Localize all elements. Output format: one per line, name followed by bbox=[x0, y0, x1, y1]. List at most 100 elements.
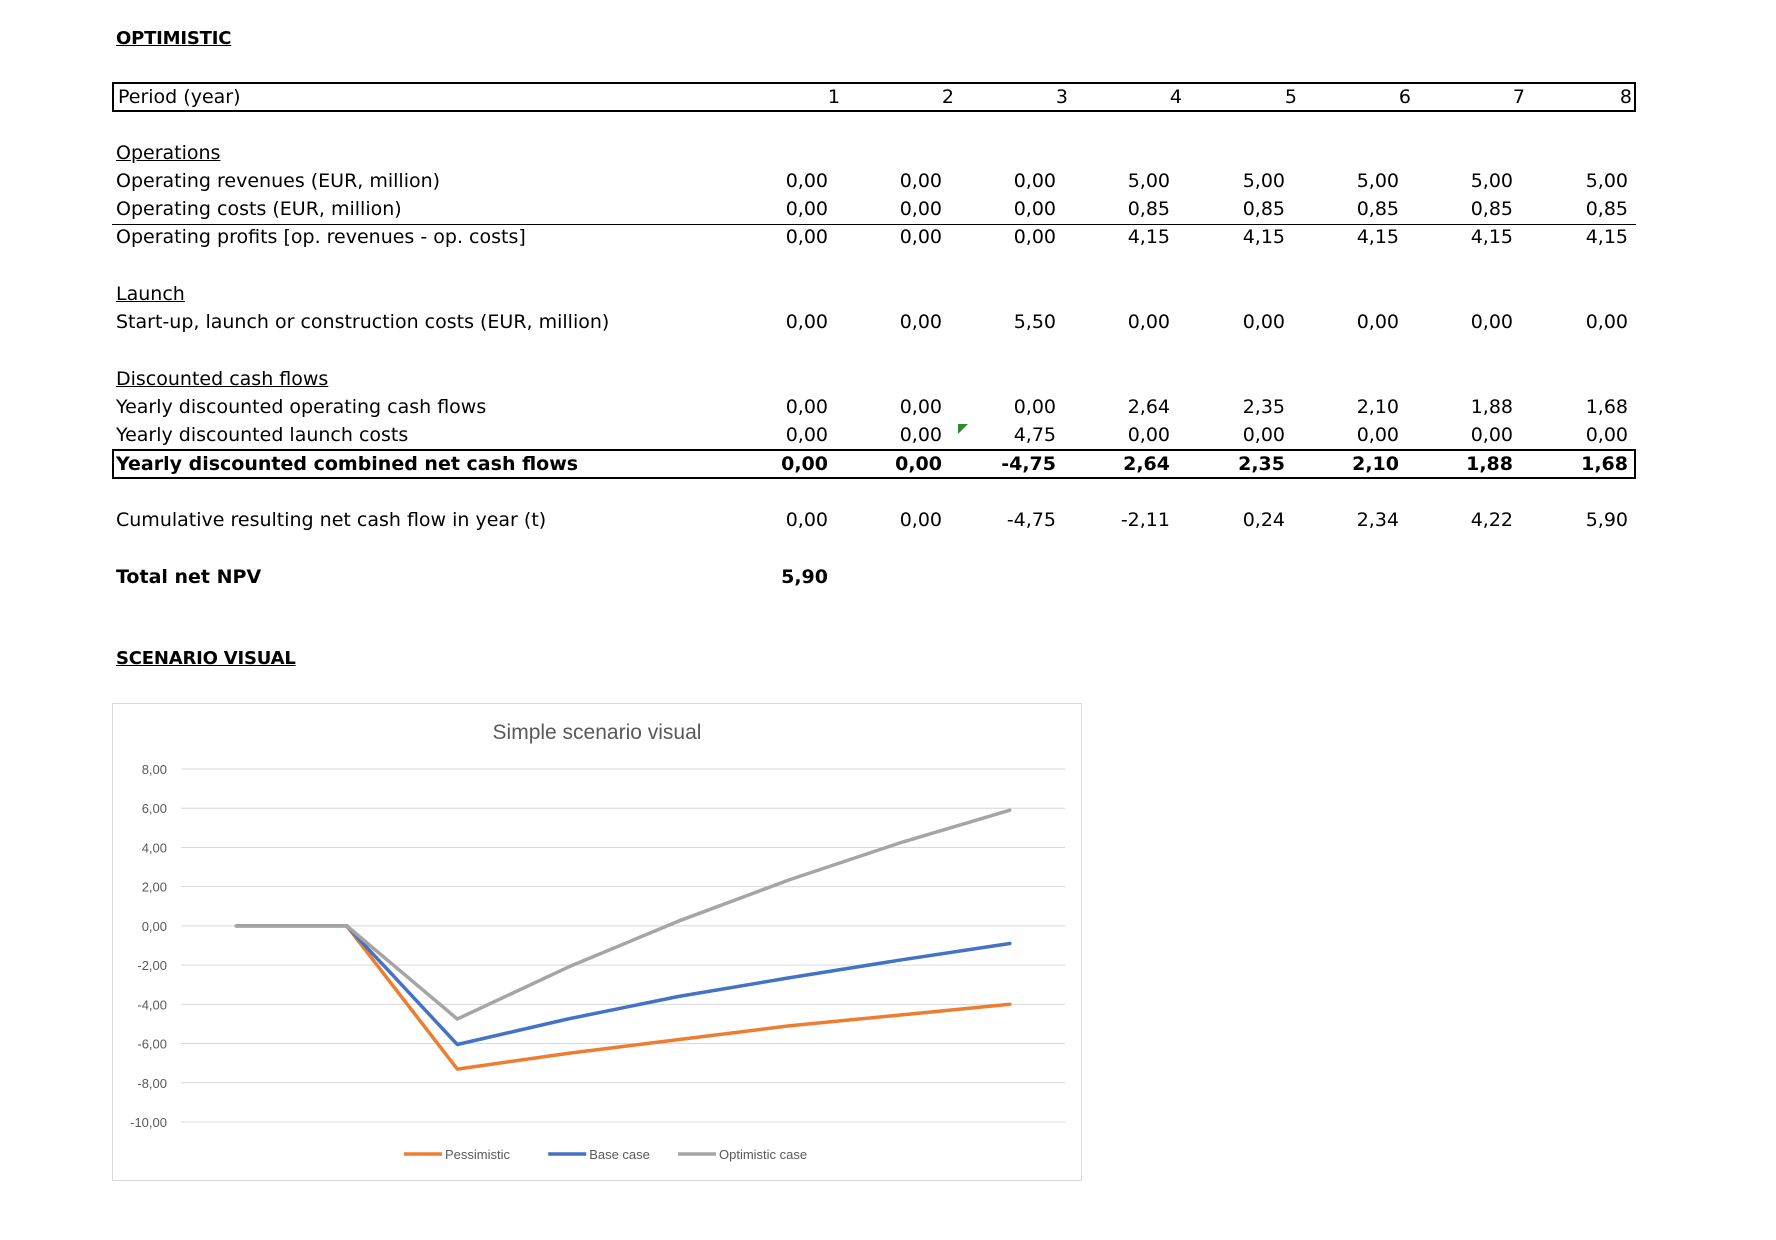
period-3: 3 bbox=[1055, 86, 1068, 108]
cell: 0,00 bbox=[785, 198, 828, 220]
scenario-heading-optimistic: OPTIMISTIC bbox=[116, 28, 232, 49]
dcf-title: Discounted cash flows bbox=[116, 368, 329, 390]
cell: 2,10 bbox=[1352, 453, 1399, 475]
cell: 0,00 bbox=[781, 453, 828, 475]
cell: 5,00 bbox=[1356, 170, 1399, 192]
cell: 0,00 bbox=[1470, 311, 1513, 333]
cell: 0,00 bbox=[785, 226, 828, 248]
y-tick-label: -8,00 bbox=[137, 1076, 167, 1091]
cell: 4,15 bbox=[1127, 226, 1170, 248]
cell: 0,00 bbox=[1127, 311, 1170, 333]
cell: 0,00 bbox=[785, 396, 828, 418]
y-tick-label: 0,00 bbox=[142, 919, 167, 934]
cell: -4,75 bbox=[1001, 453, 1056, 475]
series-line-base-case[interactable] bbox=[234, 924, 1012, 1047]
period-row: Period (year) 1 2 3 4 5 6 7 8 bbox=[112, 82, 1636, 112]
period-1: 1 bbox=[827, 86, 840, 108]
scenario-visual-heading: SCENARIO VISUAL bbox=[116, 648, 296, 669]
period-label: Period (year) bbox=[118, 86, 241, 108]
cell: 0,00 bbox=[785, 509, 828, 531]
cell: 1,68 bbox=[1581, 453, 1628, 475]
cell: 0,85 bbox=[1242, 198, 1285, 220]
cell: 0,00 bbox=[899, 424, 942, 446]
cell: 2,10 bbox=[1356, 396, 1399, 418]
cell: 1,88 bbox=[1466, 453, 1513, 475]
y-tick-label: -2,00 bbox=[137, 958, 167, 973]
cell: 0,00 bbox=[895, 453, 942, 475]
row-label: Cumulative resulting net cash flow in ye… bbox=[116, 509, 547, 531]
legend-label: Optimistic case bbox=[719, 1147, 807, 1162]
divider bbox=[112, 224, 1636, 225]
period-2: 2 bbox=[941, 86, 954, 108]
row-label: Yearly discounted combined net cash flow… bbox=[116, 453, 579, 475]
cell: 0,00 bbox=[1013, 170, 1056, 192]
comment-indicator-icon[interactable] bbox=[958, 424, 968, 434]
row-label: Start-up, launch or construction costs (… bbox=[116, 311, 610, 333]
row-label: Operating profits [op. revenues - op. co… bbox=[116, 226, 526, 248]
cell: 0,00 bbox=[1470, 424, 1513, 446]
chart-legend: Pessimistic Base case Optimistic case bbox=[404, 1147, 807, 1162]
cell: 0,00 bbox=[899, 509, 942, 531]
cell: 4,15 bbox=[1585, 226, 1628, 248]
period-7: 7 bbox=[1512, 86, 1525, 108]
cell: 2,64 bbox=[1127, 396, 1170, 418]
cell: 0,00 bbox=[785, 311, 828, 333]
series-line-pessimistic[interactable] bbox=[234, 924, 1012, 1071]
cell: 4,75 bbox=[1013, 424, 1056, 446]
chart-title: Simple scenario visual bbox=[493, 721, 702, 744]
chart-svg: Simple scenario visual 8,00 6,00 4,00 2,00 0… bbox=[130, 721, 1065, 1162]
cell: 0,85 bbox=[1470, 198, 1513, 220]
period-4: 4 bbox=[1169, 86, 1182, 108]
row-label: Operating revenues (EUR, million) bbox=[116, 170, 441, 192]
row-label: Yearly discounted operating cash flows bbox=[116, 396, 487, 418]
series-line-optimistic-case[interactable] bbox=[234, 808, 1012, 1021]
cell: 0,00 bbox=[1013, 396, 1056, 418]
cell: 0,24 bbox=[1242, 509, 1285, 531]
table-row-discounted-operating: Yearly discounted operating cash flows 0… bbox=[112, 393, 1636, 421]
cell: 0,00 bbox=[1127, 424, 1170, 446]
cell: 0,00 bbox=[1013, 226, 1056, 248]
table-row-revenues: Operating revenues (EUR, million) 0,00 0… bbox=[112, 167, 1636, 195]
y-tick-label: -6,00 bbox=[137, 1037, 167, 1052]
table-row-combined-net: Yearly discounted combined net cash flow… bbox=[112, 449, 1636, 479]
cell: 1,88 bbox=[1470, 396, 1513, 418]
y-tick-label: 6,00 bbox=[142, 801, 167, 816]
table-row-discounted-launch: Yearly discounted launch costs 0,00 0,00… bbox=[112, 421, 1636, 449]
period-6: 6 bbox=[1398, 86, 1411, 108]
cell: 4,15 bbox=[1356, 226, 1399, 248]
cell: 2,35 bbox=[1242, 396, 1285, 418]
cell: 5,50 bbox=[1013, 311, 1056, 333]
cell: 5,00 bbox=[1242, 170, 1285, 192]
cell: -2,11 bbox=[1120, 509, 1170, 531]
cell: 2,64 bbox=[1123, 453, 1170, 475]
y-tick-label: -10,00 bbox=[130, 1115, 167, 1130]
cell: 0,85 bbox=[1127, 198, 1170, 220]
table-row-costs: Operating costs (EUR, million) 0,00 0,00… bbox=[112, 195, 1636, 223]
table-row-launch-costs: Start-up, launch or construction costs (… bbox=[112, 308, 1636, 336]
cell: 0,00 bbox=[785, 424, 828, 446]
cell: 0,00 bbox=[899, 198, 942, 220]
cell: 1,68 bbox=[1585, 396, 1628, 418]
row-label: Total net NPV bbox=[116, 566, 262, 588]
cell: 4,15 bbox=[1242, 226, 1285, 248]
cell: 0,00 bbox=[899, 396, 942, 418]
table-row-cumulative: Cumulative resulting net cash flow in ye… bbox=[112, 506, 1636, 534]
cell: 0,00 bbox=[1356, 424, 1399, 446]
y-tick-label: 2,00 bbox=[142, 880, 167, 895]
cell: 4,15 bbox=[1470, 226, 1513, 248]
cell: 0,85 bbox=[1585, 198, 1628, 220]
cell: 0,00 bbox=[899, 311, 942, 333]
cell: 0,00 bbox=[1013, 198, 1056, 220]
scenario-chart[interactable]: Simple scenario visual 8,00 6,00 4,00 2,00 0… bbox=[112, 703, 1082, 1181]
cell: -4,75 bbox=[1006, 509, 1056, 531]
row-label: Yearly discounted launch costs bbox=[116, 424, 409, 446]
y-tick-label: 4,00 bbox=[142, 840, 167, 855]
period-8: 8 bbox=[1619, 86, 1632, 108]
cell: 0,00 bbox=[785, 170, 828, 192]
cell: 0,00 bbox=[1242, 424, 1285, 446]
cell: 5,00 bbox=[1127, 170, 1170, 192]
cell: 0,85 bbox=[1356, 198, 1399, 220]
launch-title: Launch bbox=[116, 283, 185, 305]
period-5: 5 bbox=[1284, 86, 1297, 108]
